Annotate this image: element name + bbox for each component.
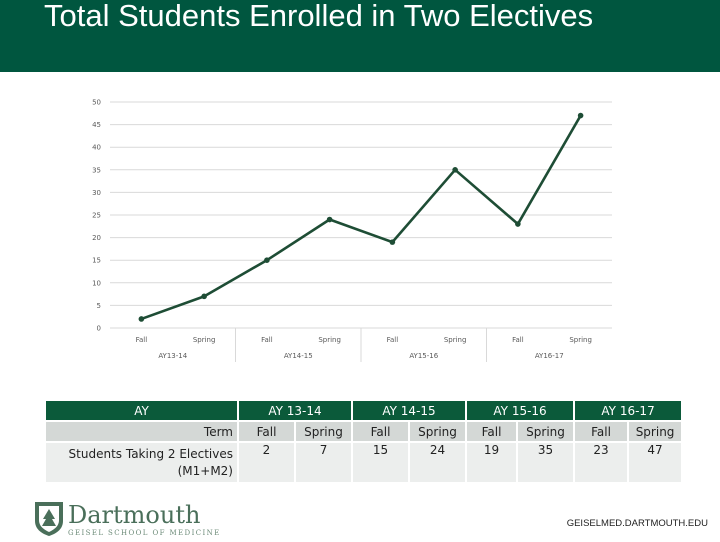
- table-term-label: Term: [46, 422, 237, 441]
- y-tick-label: 20: [92, 234, 101, 242]
- data-point: [326, 216, 333, 223]
- table-year-header: AY 14-15: [353, 401, 466, 420]
- slide-title: Total Students Enrolled in Two Electives: [44, 0, 594, 33]
- table-term-cell: Spring: [410, 422, 466, 441]
- x-group-label: AY14-15: [284, 352, 313, 360]
- table-value-cell: 23: [575, 443, 628, 482]
- data-point: [577, 112, 584, 119]
- title-bar: Total Students Enrolled in Two Electives: [0, 0, 720, 72]
- series-line: [140, 114, 582, 321]
- table-value-cell: 2: [239, 443, 294, 482]
- y-tick-label: 25: [92, 212, 101, 220]
- table-year-header: AY 16-17: [575, 401, 682, 420]
- y-tick-label: 0: [97, 325, 101, 333]
- data-point: [264, 257, 270, 264]
- table-value-cell: 24: [410, 443, 466, 482]
- dartmouth-logo: Dartmouth GEISEL SCHOOL OF MEDICINE: [34, 501, 254, 539]
- table-value-row: Students Taking 2 Electives (M1+M2) 2 7 …: [46, 443, 682, 482]
- table-term-cell: Spring: [296, 422, 352, 441]
- table-year-header: AY 15-16: [467, 401, 574, 420]
- y-tick-label: 35: [92, 166, 101, 174]
- logo-wordmark: Dartmouth: [68, 501, 201, 529]
- y-tick-label: 30: [92, 189, 101, 197]
- y-tick-label: 5: [97, 302, 101, 310]
- table-value-cell: 7: [296, 443, 352, 482]
- table-header-label: AY: [46, 401, 237, 420]
- x-tick-label: Spring: [318, 336, 341, 344]
- table-value-cell: 47: [629, 443, 682, 482]
- x-tick-label: Fall: [512, 336, 524, 344]
- table-header-row: AY AY 13-14 AY 14-15 AY 15-16 AY 16-17: [46, 401, 682, 420]
- data-point: [452, 167, 458, 173]
- x-tick-label: Spring: [444, 336, 467, 344]
- table-term-cell: Spring: [629, 422, 682, 441]
- table-term-cell: Spring: [518, 422, 574, 441]
- table-value-cell: 35: [518, 443, 574, 482]
- footer-url: GEISELMED.DARTMOUTH.EDU: [566, 518, 708, 529]
- y-tick-label: 45: [92, 121, 101, 129]
- enrollment-table: AY AY 13-14 AY 14-15 AY 15-16 AY 16-17 T…: [44, 399, 683, 484]
- data-point: [389, 239, 396, 245]
- table-row-label: Students Taking 2 Electives (M1+M2): [46, 443, 237, 482]
- x-group-label: AY13-14: [158, 352, 187, 360]
- data-point: [138, 316, 145, 322]
- x-group-label: AY16-17: [535, 352, 564, 360]
- enrollment-line-chart: 0 5 10 15 20 25 30 35 40 45 50 Fall Spring Fall Spring…: [92, 99, 612, 362]
- x-tick-label: Fall: [261, 336, 273, 344]
- table-term-cell: Fall: [575, 422, 628, 441]
- table-term-cell: Fall: [467, 422, 517, 441]
- y-tick-label: 15: [92, 257, 101, 265]
- table-value-cell: 19: [467, 443, 517, 482]
- table-year-header: AY 13-14: [239, 401, 352, 420]
- y-tick-label: 40: [92, 144, 101, 152]
- x-group-label: AY15-16: [409, 352, 438, 360]
- x-tick-label: Spring: [193, 336, 216, 344]
- y-tick-label: 50: [92, 99, 101, 107]
- table-value-cell: 15: [353, 443, 409, 482]
- dartmouth-shield-icon: [35, 502, 63, 536]
- x-tick-label: Fall: [136, 336, 148, 344]
- data-point: [201, 293, 207, 300]
- y-tick-label: 10: [92, 279, 101, 287]
- table-term-row: Term Fall Spring Fall Spring Fall Spring…: [46, 422, 682, 441]
- x-tick-label: Spring: [569, 336, 592, 344]
- x-tick-label: Fall: [387, 336, 399, 344]
- data-point: [515, 221, 521, 227]
- table-term-cell: Fall: [353, 422, 409, 441]
- table-term-cell: Fall: [239, 422, 294, 441]
- logo-subtitle: GEISEL SCHOOL OF MEDICINE: [68, 529, 221, 537]
